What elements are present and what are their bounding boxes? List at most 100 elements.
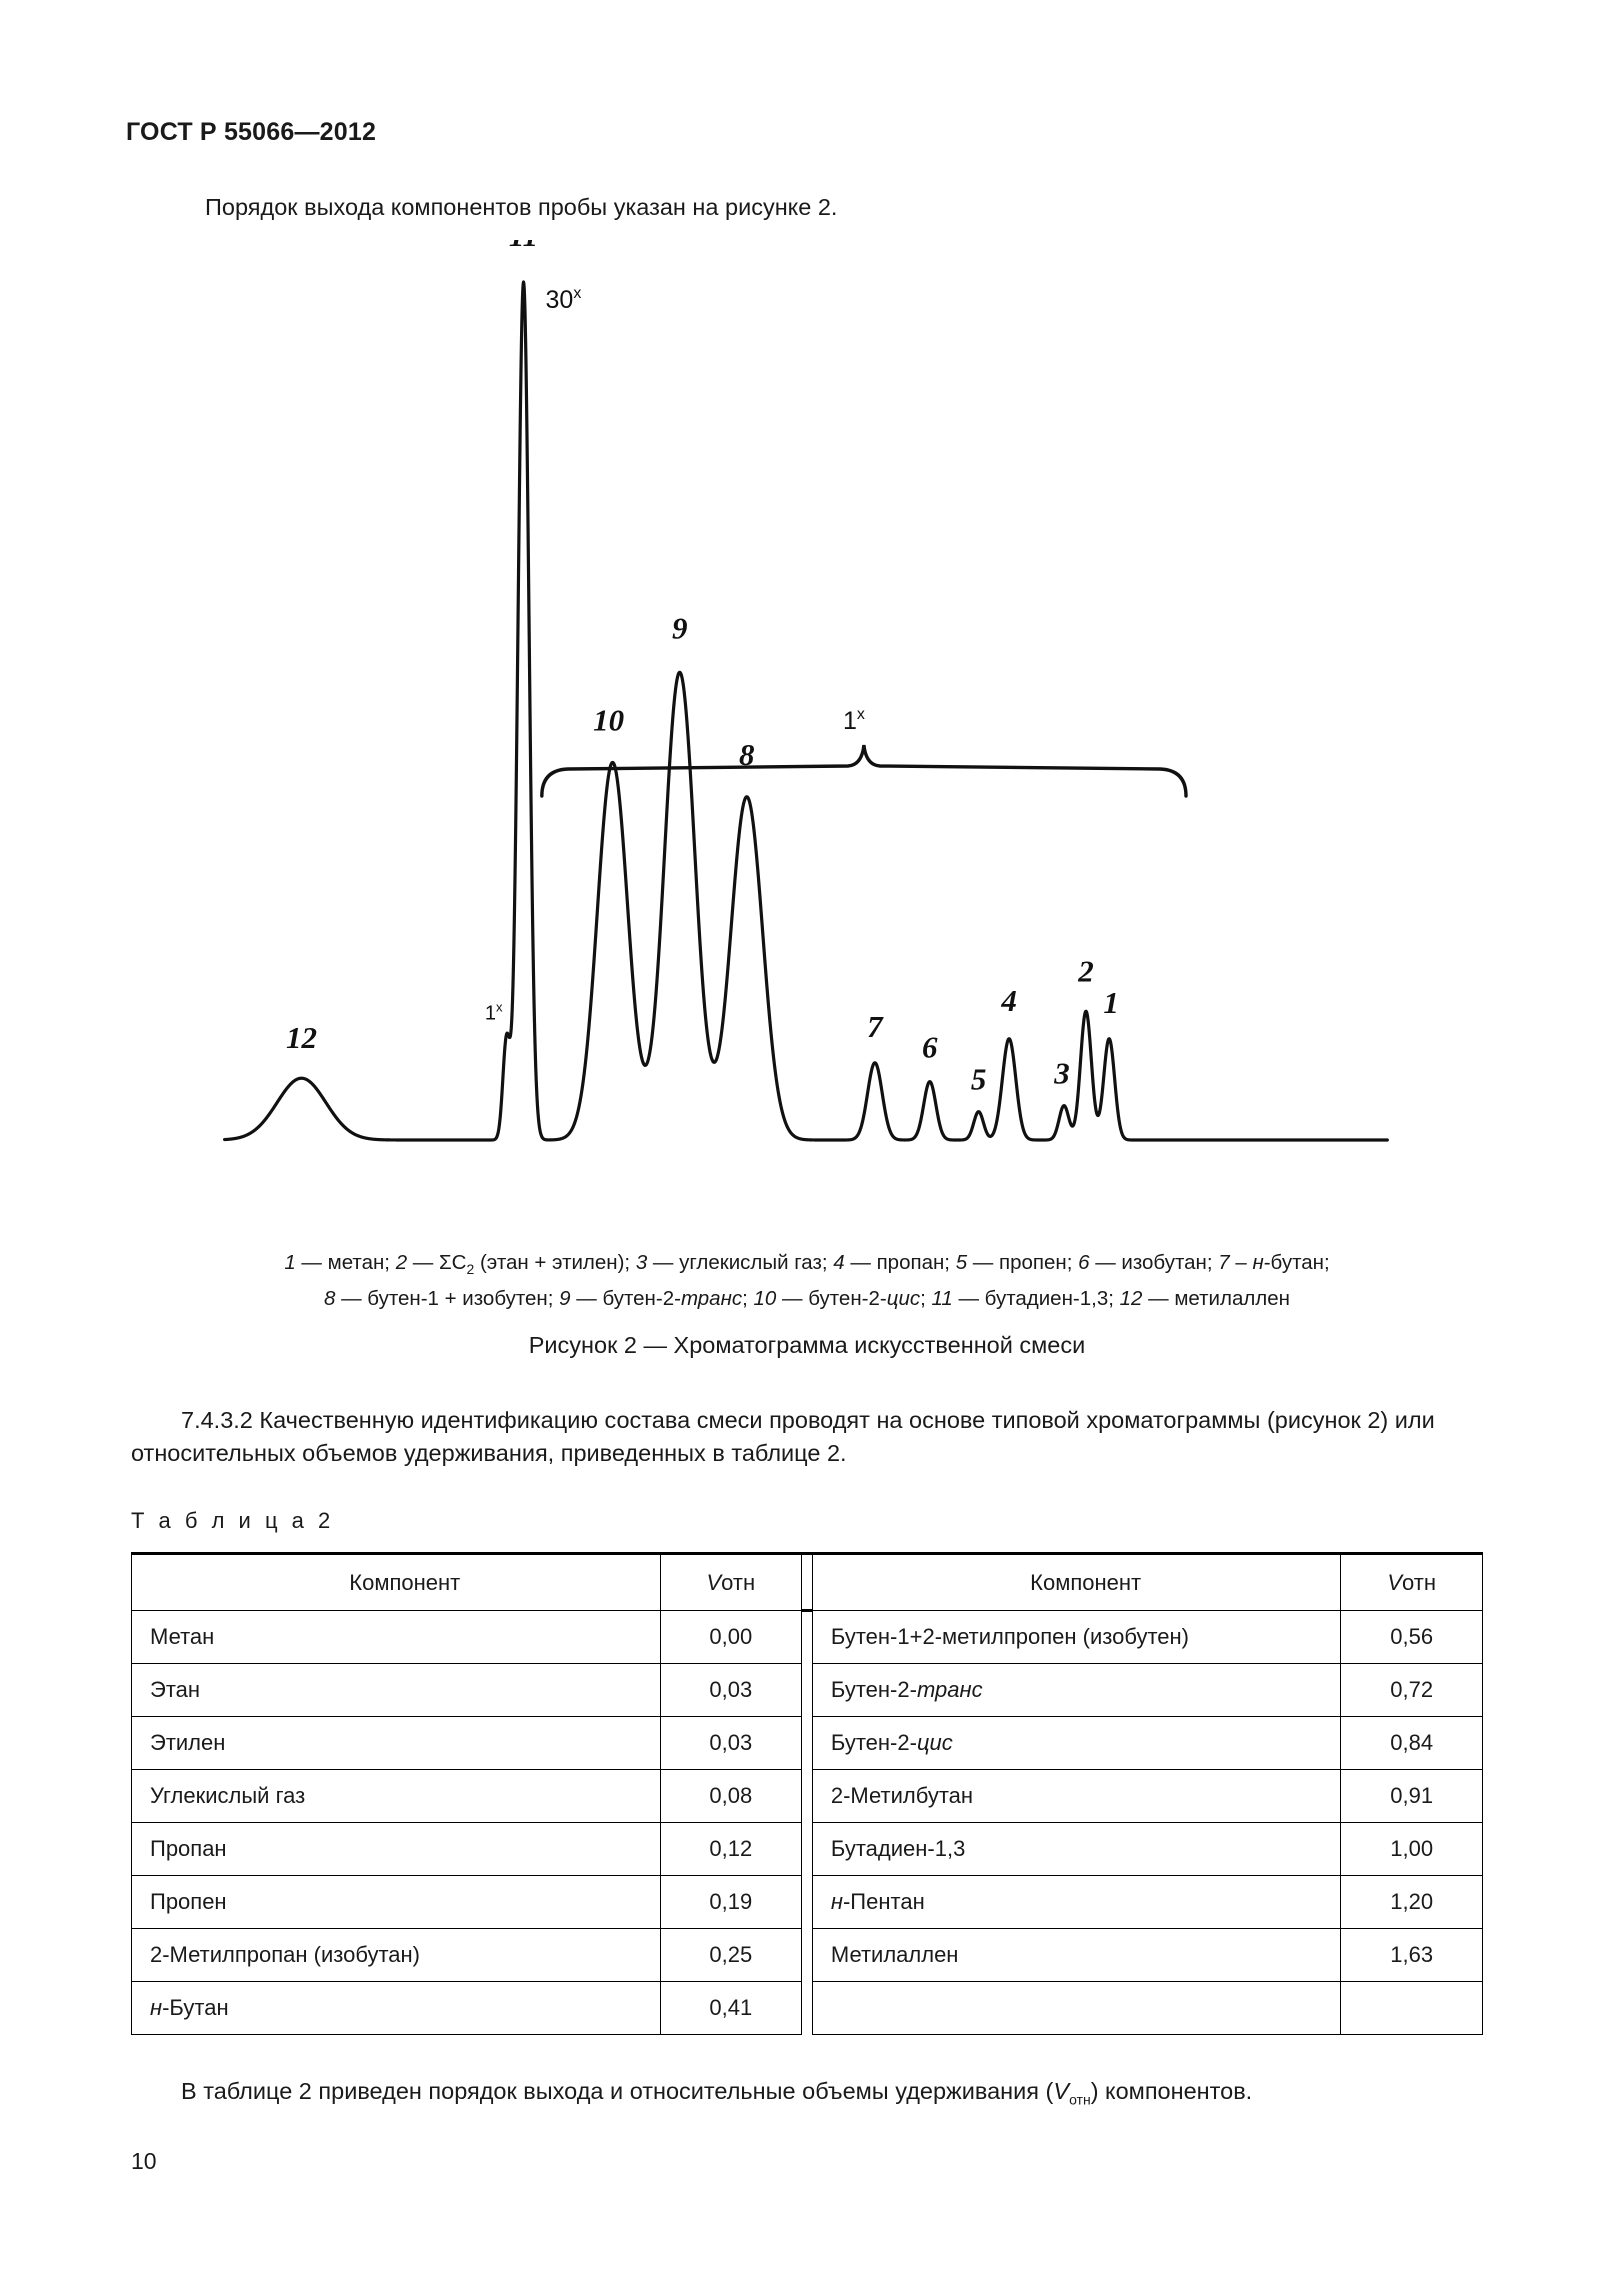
header-value-right: Vотн	[1340, 1552, 1483, 1611]
cell-component-left: Углекислый газ	[131, 1769, 661, 1823]
table-column-divider	[801, 1609, 813, 2035]
italic-suffix: цис	[916, 1730, 953, 1755]
figure-legend-line-1: 1 — метан; 2 — ΣC2 (этан + этилен); 3 — …	[0, 1248, 1614, 1284]
figure-legend: 1 — метан; 2 — ΣC2 (этан + этилен); 3 — …	[0, 1248, 1614, 1314]
table-row: 2-Метилпропан (изобутан) 0,25 Метилаллен 1,…	[131, 1928, 1483, 1982]
header-component-right: Компонент	[811, 1552, 1342, 1611]
chromatogram-figure: 1x 121x111098765432130x	[150, 240, 1470, 1230]
legend-num-9: 9	[559, 1287, 571, 1311]
legend-text-1: — метан;	[295, 1251, 396, 1274]
legend-ital-n: н	[1252, 1251, 1264, 1274]
cell-component-right: н-Пентан	[811, 1875, 1342, 1929]
cell-component-left: н-Бутан	[131, 1981, 661, 2035]
legend-num-1: 1	[284, 1251, 296, 1274]
peak-label-7: 7	[867, 1009, 884, 1044]
figure-caption: Рисунок 2 — Хроматограмма искусственной …	[528, 1332, 1086, 1358]
closing-paragraph: В таблице 2 приведен порядок выхода и от…	[131, 2075, 1481, 2117]
chromatogram-trace	[223, 280, 1389, 1142]
retention-volumes-table: Компонент Vотн Компонент Vотн Метан 0,00 Б…	[131, 1552, 1483, 2035]
intro-paragraph: Порядок выхода компонентов пробы указан …	[205, 194, 838, 220]
cell-component-right: Бутен-2-транс	[811, 1663, 1342, 1717]
table-head: Компонент Vотн Компонент Vотн	[131, 1552, 1483, 1611]
table-row: Углекислый газ 0,08 2-Метилбутан 0,91	[131, 1769, 1483, 1823]
bracket-path	[540, 744, 1188, 798]
cell-component-left: 2-Метилпропан (изобутан)	[131, 1928, 661, 1982]
inline-annotation-1x: 1x	[485, 999, 503, 1024]
legend-num-6: 6	[1078, 1251, 1090, 1274]
page-number: 10	[131, 2148, 157, 2174]
bracket-annotation-superscript: x	[857, 706, 865, 723]
chromatogram-trace-path	[223, 280, 1389, 1142]
v-subscript-right: отн	[1402, 1569, 1437, 1595]
inline-annotation-superscript: x	[496, 999, 503, 1014]
cell-value-right: 0,72	[1340, 1663, 1483, 1717]
cell-value-left: 0,19	[659, 1875, 803, 1929]
cell-value-right: 1,00	[1340, 1822, 1483, 1876]
cell-component-right: Бутен-2-цис	[811, 1716, 1342, 1770]
legend-num-5: 5	[955, 1251, 968, 1274]
peak-label-1: 1	[1103, 985, 1119, 1020]
cell-value-left: 0,25	[659, 1928, 803, 1982]
peak-11-annotation-superscript: x	[573, 285, 581, 302]
cell-value-right: 0,84	[1340, 1716, 1483, 1770]
cell-component-left: Этилен	[131, 1716, 661, 1770]
italic-prefix: н	[830, 1889, 843, 1914]
peak-label-12: 12	[286, 1020, 317, 1055]
legend-text-10: — бутен-2-	[776, 1287, 887, 1311]
cell-component-left: Метан	[131, 1610, 661, 1664]
legend-text-5: — пропен;	[967, 1251, 1079, 1274]
table-row: Этан 0,03 Бутен-2-транс 0,72	[131, 1663, 1483, 1717]
legend-text-2: — ΣC	[407, 1251, 467, 1274]
legend-text-8: — бутен-1 + изобутен;	[335, 1287, 560, 1311]
legend-ital-cis: цис	[886, 1287, 921, 1311]
legend-num-2: 2	[395, 1251, 408, 1274]
legend-text-11: — бутадиен-1,3;	[952, 1287, 1120, 1311]
legend-text-2b: (этан + этилен);	[474, 1251, 636, 1274]
cell-value-right: 1,20	[1340, 1875, 1483, 1929]
legend-dash-7: –	[1229, 1251, 1253, 1274]
closing-v-subscript: отн	[1069, 2091, 1091, 2108]
legend-text-9: — бутен-2-	[570, 1287, 681, 1311]
table-row: Метан 0,00 Бутен-1+2-метилпропен (изобутен…	[131, 1609, 1483, 2035]
section-paragraph-7432: 7.4.3.2 Качественную идентификацию соста…	[131, 1404, 1481, 1470]
table-header-row: Компонент Vотн Компонент Vотн	[131, 1552, 1483, 1611]
legend-text-4: — пропан;	[844, 1251, 956, 1274]
peak-labels: 121x111098765432130x	[286, 240, 1119, 1097]
table-row: н-Бутан 0,41	[131, 1981, 1483, 2035]
v-symbol-left: V	[706, 1569, 722, 1595]
italic-prefix: н	[150, 1995, 163, 2020]
table-row: Пропен 0,19 н-Пентан 1,20	[131, 1875, 1483, 1929]
cell-value-left: 0,08	[659, 1769, 803, 1823]
peak-label-9: 9	[672, 610, 688, 645]
cell-value-left: 0,00	[659, 1610, 803, 1664]
section-text: Качественную идентификацию состава смеси…	[131, 1407, 1435, 1466]
peak-label-2: 2	[1077, 953, 1094, 988]
legend-num-4: 4	[833, 1251, 845, 1274]
legend-ital-trans: транс	[680, 1287, 743, 1311]
cell-component-right: Бутадиен-1,3	[811, 1822, 1342, 1876]
legend-text-7: -бутан;	[1263, 1251, 1330, 1274]
legend-num-7: 7	[1218, 1251, 1230, 1274]
peak-label-8: 8	[739, 737, 755, 772]
legend-text-3: — углекислый газ;	[647, 1251, 834, 1274]
legend-num-10: 10	[753, 1287, 777, 1311]
document-header: ГОСТ Р 55066—2012	[126, 118, 377, 146]
peak-label-6: 6	[922, 1030, 938, 1065]
table-row: Этилен 0,03 Бутен-2-цис 0,84	[131, 1716, 1483, 1770]
cell-value-right: 0,91	[1340, 1769, 1483, 1823]
italic-suffix: транс	[916, 1677, 983, 1702]
table-column-divider	[801, 1552, 813, 1611]
chromatogram-svg: 1x 121x111098765432130x	[223, 240, 1389, 1142]
table-body: Метан 0,00 Бутен-1+2-метилпропен (изобутен…	[131, 1609, 1483, 2035]
cell-component-right: Бутен-1+2-метилпропен (изобутен)	[811, 1610, 1342, 1664]
legend-num-11: 11	[931, 1287, 953, 1311]
cell-value-left: 0,03	[659, 1716, 803, 1770]
peak-11-amplitude-annotation: 30x	[546, 285, 582, 314]
cell-value-left: 0,41	[659, 1981, 803, 2035]
table-title: Т а б л и ц а 2	[131, 1508, 335, 1533]
closing-text-before: В таблице 2 приведен порядок выхода и от…	[181, 2078, 1054, 2104]
cell-value-right: 1,63	[1340, 1928, 1483, 1982]
legend-text-6: — изобутан;	[1089, 1251, 1219, 1274]
cell-component-left: Этан	[131, 1663, 661, 1717]
